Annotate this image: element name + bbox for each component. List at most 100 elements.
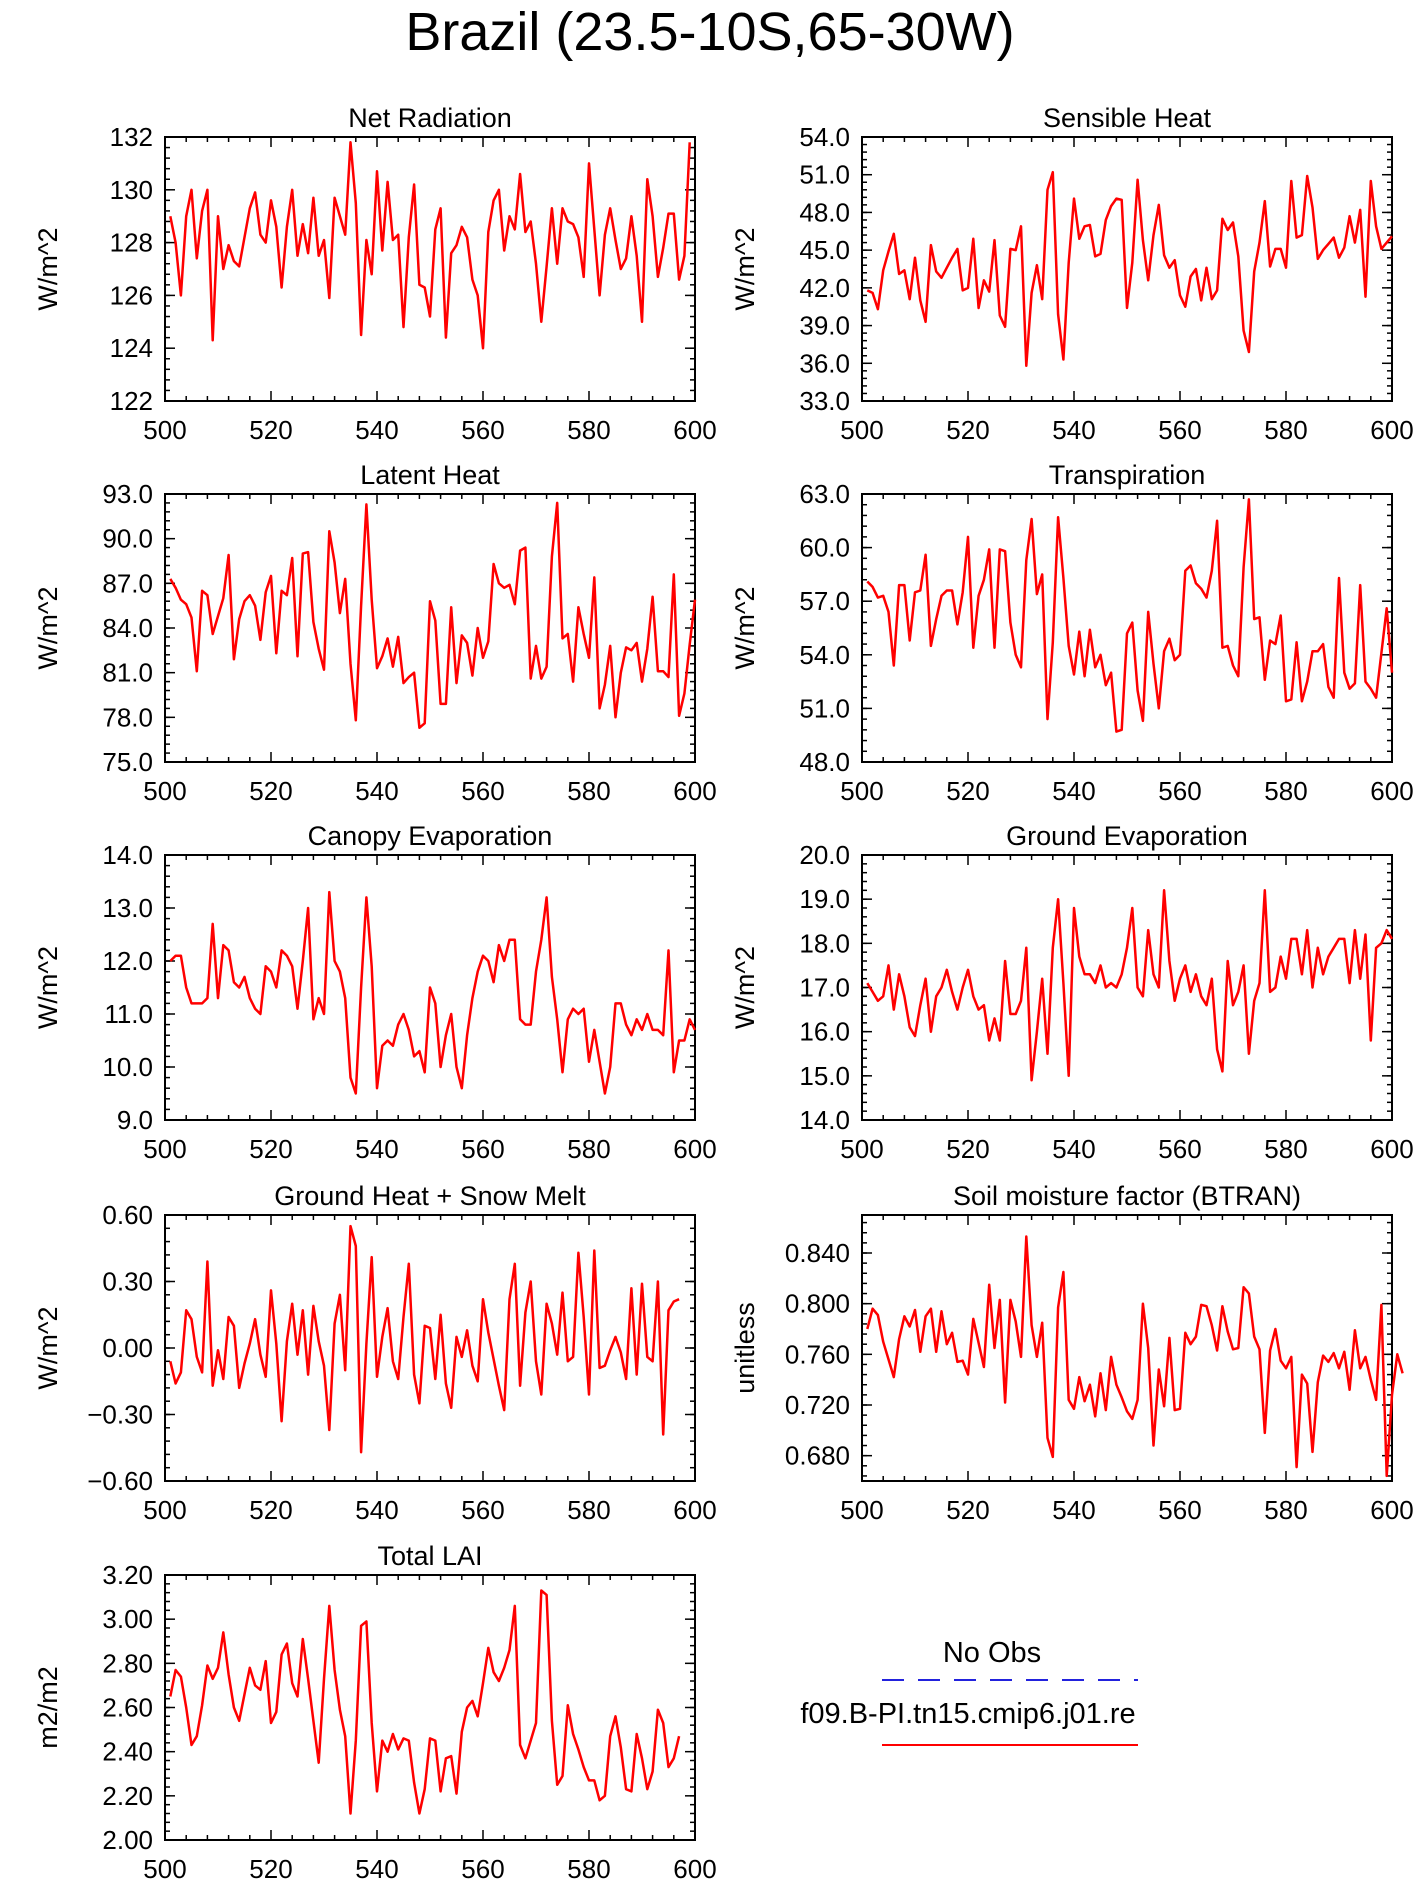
y-tick-label: 0.840 xyxy=(785,1238,850,1268)
y-tick-label: −0.30 xyxy=(87,1400,153,1430)
x-tick-label: 560 xyxy=(461,1854,504,1884)
y-tick-label: −0.60 xyxy=(87,1466,153,1496)
y-tick-label: 48.0 xyxy=(799,747,850,777)
y-tick-label: 63.0 xyxy=(799,479,850,509)
plot-frame xyxy=(861,493,1393,763)
y-tick-label: 87.0 xyxy=(102,568,153,598)
y-tick-label: 11.0 xyxy=(104,999,153,1029)
y-tick-label: 51.0 xyxy=(799,160,850,190)
x-tick-label: 540 xyxy=(355,415,398,445)
y-tick-label: 57.0 xyxy=(799,586,850,616)
y-tick-label: 9.0 xyxy=(117,1105,153,1135)
series-line xyxy=(169,890,697,1095)
x-tick-label: 520 xyxy=(249,776,292,806)
y-tick-label: 36.0 xyxy=(799,348,850,378)
x-tick-label: 560 xyxy=(1158,1134,1201,1164)
series-line xyxy=(866,889,1394,1082)
x-tick-label: 500 xyxy=(143,1495,186,1525)
x-tick-label: 600 xyxy=(673,1854,716,1884)
y-tick-label: 0.760 xyxy=(785,1339,850,1369)
y-tick-label: 33.0 xyxy=(799,386,850,416)
series-line xyxy=(866,498,1394,733)
x-tick-label: 520 xyxy=(249,1495,292,1525)
figure-title: Brazil (23.5-10S,65-30W) xyxy=(405,2,1014,62)
chart-title: Sensible Heat xyxy=(1043,103,1212,133)
chart-title: Ground Evaporation xyxy=(1006,821,1248,851)
chart-title: Ground Heat + Snow Melt xyxy=(274,1181,586,1211)
y-tick-label: 45.0 xyxy=(799,235,850,265)
y-tick-label: 48.0 xyxy=(799,197,850,227)
x-tick-label: 580 xyxy=(1264,1495,1307,1525)
x-tick-label: 540 xyxy=(1052,415,1095,445)
x-tick-label: 600 xyxy=(1370,1495,1413,1525)
x-tick-label: 500 xyxy=(143,1854,186,1884)
y-tick-label: 75.0 xyxy=(102,747,153,777)
chart-title: Soil moisture factor (BTRAN) xyxy=(953,1181,1301,1211)
plot-frame xyxy=(164,854,696,1121)
y-tick-label: 0.720 xyxy=(785,1390,850,1420)
y-tick-label: 0.60 xyxy=(102,1200,153,1230)
x-tick-label: 600 xyxy=(673,776,716,806)
y-tick-label: 124 xyxy=(110,333,153,363)
x-tick-label: 580 xyxy=(1264,1134,1307,1164)
y-tick-label: 39.0 xyxy=(799,311,850,341)
y-axis-label: W/m^2 xyxy=(730,586,760,669)
x-tick-label: 520 xyxy=(946,1134,989,1164)
y-tick-label: 15.0 xyxy=(799,1061,850,1091)
series-line xyxy=(169,1589,681,1815)
y-tick-label: 20.0 xyxy=(799,840,850,870)
x-tick-label: 600 xyxy=(1370,1134,1413,1164)
x-tick-label: 580 xyxy=(1264,415,1307,445)
legend-obs-label: No Obs xyxy=(943,1637,1041,1669)
y-tick-label: 60.0 xyxy=(799,533,850,563)
y-tick-label: 90.0 xyxy=(102,524,153,554)
series-line xyxy=(866,1235,1404,1478)
chart-panel: 500 520 540 560 580 600 0.680 0.720 0.760 0.800 0.… xyxy=(730,1181,1414,1525)
y-axis-label: W/m^2 xyxy=(33,1306,63,1389)
y-tick-label: 42.0 xyxy=(799,273,850,303)
chart-panel: 500 520 540 560 580 600 9.0 10.0 11.0 12.0 13.0 14.… xyxy=(33,821,717,1164)
x-tick-label: 600 xyxy=(673,415,716,445)
x-tick-label: 580 xyxy=(567,1134,610,1164)
y-tick-label: 17.0 xyxy=(799,973,850,1003)
y-tick-label: 19.0 xyxy=(799,884,850,914)
legend: No Obs f09.B-PI.tn15.cmip6.j01.re xyxy=(800,1637,1138,1746)
y-tick-label: 3.00 xyxy=(102,1604,153,1634)
chart-title: Net Radiation xyxy=(348,103,512,133)
y-axis-label: W/m^2 xyxy=(730,227,760,310)
chart-title: Transpiration xyxy=(1049,460,1206,490)
x-tick-label: 580 xyxy=(567,1854,610,1884)
series-line xyxy=(169,1224,680,1454)
y-tick-label: 122 xyxy=(110,386,153,416)
y-tick-label: 0.680 xyxy=(785,1441,850,1471)
y-tick-label: 18.0 xyxy=(799,928,850,958)
y-tick-label: 84.0 xyxy=(102,613,153,643)
y-axis-label: W/m^2 xyxy=(33,227,63,310)
chart-title: Total LAI xyxy=(377,1541,482,1571)
x-tick-label: 600 xyxy=(673,1495,716,1525)
x-tick-label: 560 xyxy=(461,415,504,445)
y-tick-label: 0.00 xyxy=(102,1333,153,1363)
x-tick-label: 500 xyxy=(840,1495,883,1525)
x-tick-label: 560 xyxy=(1158,776,1201,806)
x-tick-label: 520 xyxy=(946,415,989,445)
y-axis-label: m2/m2 xyxy=(33,1666,63,1749)
x-tick-label: 500 xyxy=(143,1134,186,1164)
y-tick-label: 14.0 xyxy=(799,1105,850,1135)
panels: 500 520 540 560 580 600 122 124 126 128 130 132 Net … xyxy=(33,103,1414,1884)
y-tick-label: 81.0 xyxy=(102,658,153,688)
chart-panel: 500 520 540 560 580 600 122 124 126 128 130 132 Net … xyxy=(33,103,717,445)
x-tick-label: 540 xyxy=(1052,776,1095,806)
y-tick-label: 54.0 xyxy=(799,640,850,670)
y-tick-label: 2.40 xyxy=(102,1737,153,1767)
x-tick-label: 540 xyxy=(355,1134,398,1164)
y-tick-label: 78.0 xyxy=(102,702,153,732)
x-tick-label: 540 xyxy=(1052,1134,1095,1164)
chart-panel: 500 520 540 560 580 600 33.0 36.0 39.0 42.0 45.0 48… xyxy=(730,103,1414,445)
chart-title: Canopy Evaporation xyxy=(308,821,553,851)
x-tick-label: 520 xyxy=(946,776,989,806)
x-tick-label: 560 xyxy=(461,1495,504,1525)
x-tick-label: 540 xyxy=(355,1495,398,1525)
x-tick-label: 560 xyxy=(461,776,504,806)
